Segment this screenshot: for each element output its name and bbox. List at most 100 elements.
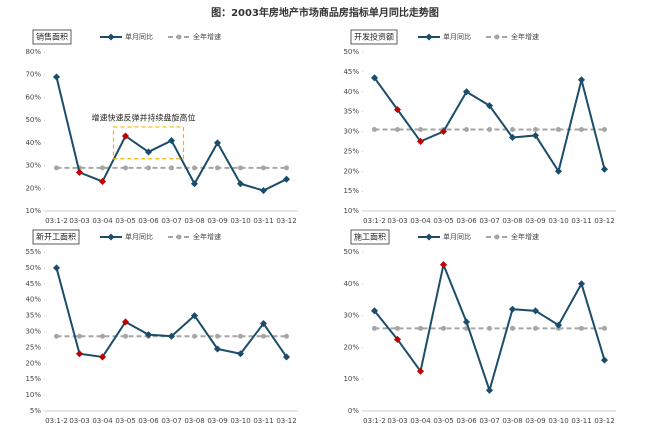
y-tick-label: 10% bbox=[25, 207, 41, 215]
annual-point bbox=[284, 165, 289, 171]
x-tick-label: 03-08 bbox=[502, 217, 522, 225]
monthly-point bbox=[190, 312, 199, 320]
monthly-point bbox=[485, 386, 494, 394]
x-tick-label: 03-09 bbox=[525, 217, 545, 225]
monthly-point bbox=[439, 127, 448, 136]
annual-point bbox=[54, 165, 59, 171]
annual-point bbox=[441, 325, 446, 331]
legend-marker bbox=[176, 34, 182, 40]
x-tick-label: 03-12 bbox=[594, 217, 614, 225]
annual-point bbox=[602, 127, 607, 133]
figure-title: 图：2003年房地产市场商品房指标单月同比走势图 bbox=[211, 6, 439, 19]
y-tick-label: 10% bbox=[25, 391, 41, 399]
annual-point bbox=[418, 127, 423, 133]
y-tick-label: 15% bbox=[25, 375, 41, 383]
x-tick-label: 03-07 bbox=[161, 417, 181, 425]
monthly-point bbox=[121, 318, 130, 326]
monthly-point bbox=[282, 175, 291, 183]
annual-point bbox=[215, 333, 220, 339]
annual-point bbox=[372, 325, 377, 331]
monthly-point bbox=[75, 350, 84, 358]
panel-title-box bbox=[350, 229, 390, 245]
x-tick-label: 03-09 bbox=[207, 417, 227, 425]
monthly-point bbox=[600, 356, 609, 364]
monthly-point bbox=[190, 180, 199, 188]
annual-point bbox=[487, 325, 492, 331]
monthly-point bbox=[462, 318, 471, 326]
annual-point bbox=[261, 165, 266, 171]
x-tick-label: 03-03 bbox=[387, 217, 407, 225]
x-tick-label: 03-05 bbox=[115, 417, 135, 425]
y-tick-label: 45% bbox=[25, 280, 41, 288]
x-tick-label: 03-11 bbox=[571, 217, 591, 225]
annual-point bbox=[238, 333, 243, 339]
panel-title-box bbox=[350, 29, 398, 45]
monthly-point bbox=[236, 350, 245, 358]
x-tick-label: 03-04 bbox=[410, 217, 431, 225]
monthly-point bbox=[600, 165, 609, 173]
y-tick-label: 30% bbox=[343, 128, 359, 136]
x-tick-label: 03-05 bbox=[115, 217, 135, 225]
monthly-point bbox=[213, 139, 222, 147]
x-tick-label: 03-05 bbox=[433, 217, 453, 225]
y-tick-label: 80% bbox=[25, 48, 41, 56]
y-tick-label: 40% bbox=[343, 88, 359, 96]
x-tick-label: 03:1-2 bbox=[45, 217, 68, 225]
x-tick-label: 03-05 bbox=[433, 417, 453, 425]
monthly-point bbox=[577, 76, 586, 84]
x-tick-label: 03-06 bbox=[456, 417, 477, 425]
annual-point bbox=[533, 127, 538, 133]
y-tick-label: 55% bbox=[25, 248, 41, 256]
annual-point bbox=[192, 165, 197, 171]
monthly-point bbox=[577, 280, 586, 288]
monthly-point bbox=[144, 148, 153, 156]
x-tick-label: 03-04 bbox=[92, 417, 113, 425]
x-tick-label: 03-07 bbox=[479, 417, 499, 425]
y-tick-label: 40% bbox=[343, 280, 359, 288]
annual-point bbox=[238, 165, 243, 171]
x-tick-label: 03-10 bbox=[548, 217, 568, 225]
monthly-point bbox=[370, 74, 379, 82]
monthly-point bbox=[167, 332, 176, 340]
annual-point bbox=[123, 165, 128, 171]
monthly-point bbox=[462, 88, 471, 96]
legend-label: 全年增速 bbox=[193, 232, 221, 241]
y-tick-label: 10% bbox=[343, 375, 359, 383]
legend-marker bbox=[176, 234, 182, 240]
x-tick-label: 03-10 bbox=[548, 417, 568, 425]
legend-marker bbox=[425, 233, 433, 241]
x-tick-label: 03-11 bbox=[253, 217, 273, 225]
annual-point bbox=[100, 333, 105, 339]
y-tick-label: 25% bbox=[25, 343, 41, 351]
monthly-point bbox=[167, 137, 176, 145]
y-tick-label: 50% bbox=[343, 248, 359, 256]
monthly-point bbox=[259, 187, 268, 195]
x-tick-label: 03-03 bbox=[387, 417, 407, 425]
monthly-point bbox=[485, 102, 494, 110]
legend-marker bbox=[425, 33, 433, 41]
monthly-point bbox=[531, 131, 540, 140]
monthly-line bbox=[55, 267, 288, 359]
y-tick-label: 35% bbox=[343, 108, 359, 116]
annotation-box bbox=[112, 126, 185, 160]
annual-point bbox=[510, 325, 515, 331]
annual-point bbox=[284, 333, 289, 339]
monthly-point bbox=[236, 180, 245, 188]
y-tick-label: 20% bbox=[25, 184, 41, 192]
monthly-point bbox=[393, 106, 402, 114]
legend-label: 单月同比 bbox=[125, 32, 153, 41]
y-tick-label: 70% bbox=[25, 71, 41, 79]
annual-point bbox=[192, 333, 197, 339]
x-tick-label: 03-09 bbox=[207, 217, 227, 225]
y-tick-label: 5% bbox=[30, 407, 41, 415]
monthly-point bbox=[144, 331, 153, 339]
x-tick-label: 03-12 bbox=[276, 217, 296, 225]
y-tick-label: 15% bbox=[343, 187, 359, 195]
monthly-point bbox=[121, 132, 130, 140]
x-tick-label: 03-04 bbox=[410, 417, 431, 425]
annual-point bbox=[372, 127, 377, 133]
y-tick-label: 30% bbox=[25, 162, 41, 170]
x-tick-label: 03-03 bbox=[69, 417, 89, 425]
panel-title: 施工面积 bbox=[354, 232, 386, 242]
